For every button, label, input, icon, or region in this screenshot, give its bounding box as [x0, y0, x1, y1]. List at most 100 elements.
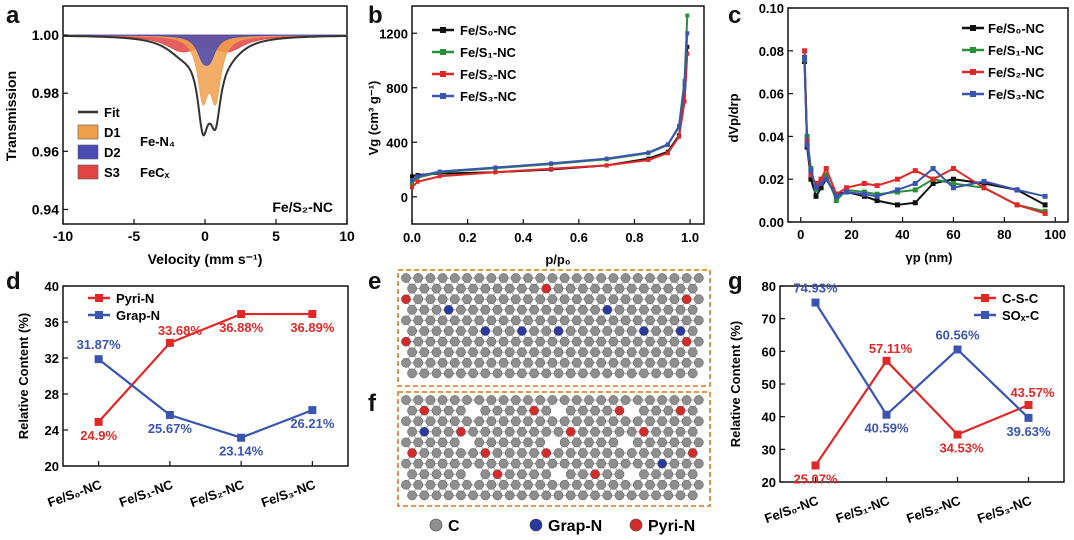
series-0-point — [237, 310, 246, 319]
series-3-point — [981, 178, 987, 184]
y-tick-label: 0.94 — [32, 201, 59, 217]
carbon-atom — [681, 315, 692, 326]
carbon-atom — [663, 490, 674, 501]
carbon-atom — [565, 347, 576, 358]
carbon-atom — [535, 437, 546, 448]
carbon-atom — [687, 426, 698, 437]
series-3-point — [861, 191, 867, 197]
legend-label: D1 — [104, 125, 121, 140]
carbon-atom — [413, 336, 424, 347]
carbon-atom — [523, 357, 533, 368]
carbon-atom — [486, 395, 497, 405]
carbon-atom — [486, 458, 497, 469]
y-tick-label: 800 — [386, 81, 408, 96]
legend-atom — [529, 518, 543, 532]
carbon-atom — [498, 336, 509, 347]
pyri-n-atom — [401, 336, 411, 347]
carbon-atom — [596, 395, 607, 405]
carbon-atom — [529, 490, 539, 501]
carbon-atom — [693, 395, 704, 405]
carbon-atom — [504, 304, 515, 315]
carbon-atom — [571, 357, 582, 368]
carbon-atom — [443, 469, 454, 480]
y-tick-label: 28 — [45, 387, 59, 402]
carbon-atom — [675, 347, 686, 358]
carbon-atom — [504, 368, 515, 379]
legend-marker — [440, 49, 446, 55]
pyri-n-atom — [681, 336, 692, 347]
panel-letter-d: d — [6, 268, 21, 295]
carbon-atom — [529, 426, 539, 437]
carbon-atom — [474, 294, 485, 305]
legend-label: Pyri-N — [648, 518, 695, 535]
carbon-atom — [547, 395, 558, 405]
nitrogen-content-chart: 24.9% 33.68% 36.88% 36.89% 31.87% 25.67% 23.14… — [16, 279, 349, 510]
carbon-atom — [468, 326, 478, 336]
carbon-atom — [571, 437, 582, 448]
carbon-atom — [492, 304, 503, 315]
carbon-atom — [553, 490, 564, 501]
carbon-atom — [529, 448, 539, 458]
legend-label: C — [448, 518, 460, 535]
carbon-atom — [681, 458, 692, 469]
series-3-point — [1014, 187, 1020, 193]
carbon-atom — [443, 426, 454, 437]
carbon-atom — [456, 368, 466, 379]
series-2-point — [813, 180, 819, 186]
x-tick-label: 1.0 — [681, 230, 699, 245]
carbon-atom — [571, 336, 582, 347]
y-tick-label: 24 — [45, 423, 60, 438]
grap-n-atom — [517, 326, 527, 336]
carbon-atom — [437, 294, 448, 305]
series-1-point — [912, 187, 918, 193]
carbon-atom — [517, 347, 527, 358]
pyri-n-atom — [541, 448, 552, 458]
carbon-atom — [584, 273, 594, 283]
pyri-n-atom — [419, 405, 430, 416]
carbon-atom — [492, 448, 503, 458]
carbon-atom — [462, 315, 472, 326]
carbon-atom — [547, 479, 558, 490]
carbon-atom — [681, 273, 692, 283]
series-1-point — [685, 13, 690, 18]
carbon-atom — [523, 437, 533, 448]
carbon-atom — [639, 283, 649, 294]
y-tick-label: 32 — [45, 351, 59, 366]
carbon-atom — [547, 273, 558, 283]
grap-n-atom — [443, 304, 454, 315]
carbon-atom — [510, 395, 521, 405]
carbon-atom — [541, 326, 552, 336]
series-2-point — [818, 176, 824, 182]
pyri-n-atom — [565, 426, 576, 437]
carbon-atom — [486, 479, 497, 490]
carbon-atom — [614, 347, 625, 358]
carbon-atom — [626, 304, 637, 315]
grap-n-atom — [657, 458, 668, 469]
carbon-atom — [431, 490, 442, 501]
carbon-atom — [425, 416, 436, 427]
carbon-atom — [498, 416, 509, 427]
carbon-atom — [578, 448, 588, 458]
pyri-n-atom — [541, 283, 552, 294]
carbon-atom — [529, 469, 539, 480]
carbon-atom — [407, 347, 417, 358]
series-2-point — [802, 48, 808, 54]
carbon-atom — [657, 336, 668, 347]
carbon-atom — [510, 273, 521, 283]
carbon-atom — [407, 283, 417, 294]
carbon-atom — [510, 416, 521, 427]
series-3-point — [804, 142, 810, 148]
carbon-atom — [571, 395, 582, 405]
series-3-point — [415, 174, 420, 179]
x-tick-label: 20 — [844, 227, 858, 242]
carbon-atom — [419, 448, 430, 458]
carbon-atom — [596, 479, 607, 490]
carbon-atom — [462, 294, 472, 305]
carbon-atom — [486, 416, 497, 427]
carbon-atom — [443, 490, 454, 501]
carbon-atom — [462, 479, 472, 490]
carbon-atom — [419, 283, 430, 294]
carbon-atom — [474, 395, 485, 405]
legend-marker — [970, 69, 976, 75]
carbon-atom — [480, 405, 491, 416]
